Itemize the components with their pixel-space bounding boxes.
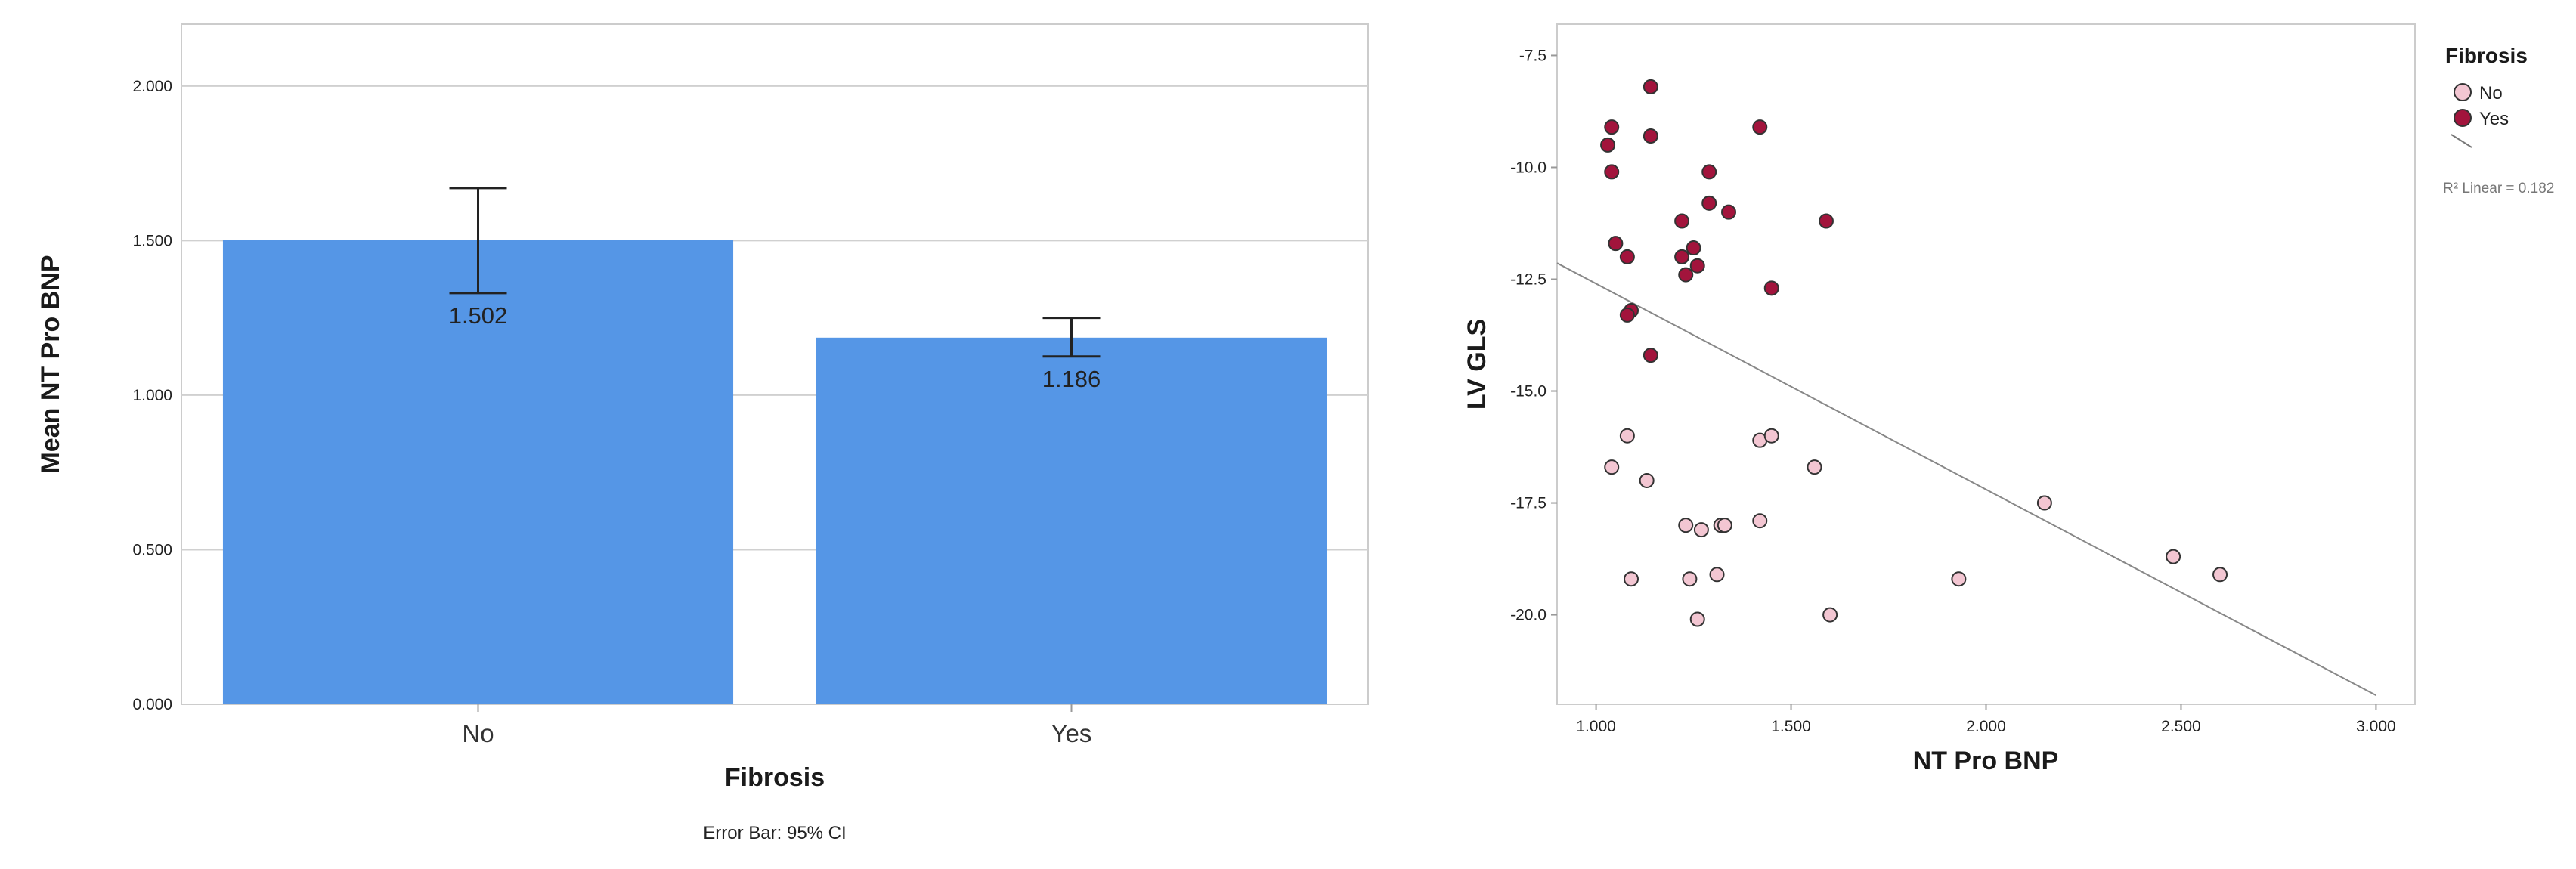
scatter-point-no (1678, 518, 1694, 533)
bar-plot-frame (181, 23, 1369, 705)
scatter-point-yes (1763, 280, 1779, 296)
bar-y-tick-label: 0.500 (132, 541, 172, 558)
scatter-point-yes (1604, 164, 1620, 180)
scatter-x-tick-labels: 1.000 1.500 2.000 2.500 3.000 (1576, 704, 2396, 735)
bar-y-tick-label: 1.000 (132, 387, 172, 404)
bar-chart: 0.000 0.500 1.000 1.500 2.000 1.502 1.186 No Y… (36, 23, 1369, 843)
bar-category-label: No (462, 719, 494, 747)
legend-title: Fibrosis (2445, 44, 2528, 67)
scatter-y-tick-label: -17.5 (1510, 495, 1547, 512)
scatter-y-tick-label: -7.5 (1519, 47, 1547, 64)
scatter-point-no (1682, 571, 1698, 587)
scatter-point-no (1709, 567, 1725, 583)
scatter-y-tick-label: -15.0 (1510, 383, 1547, 400)
scatter-fit-line (1556, 262, 2376, 697)
scatter-y-tick-labels: -7.5 -10.0 -12.5 -15.0 -17.5 -20.0 (1510, 47, 1557, 624)
scatter-plot-frame (1556, 23, 2416, 705)
scatter-points (1600, 79, 2228, 627)
scatter-point-no (1752, 513, 1768, 529)
scatter-chart: -7.5 -10.0 -12.5 -15.0 -17.5 -20.0 1.000 1.500… (1463, 23, 2554, 775)
bar-y-tick-label: 0.000 (132, 696, 172, 713)
scatter-x-tick-label: 3.000 (2356, 718, 2396, 735)
bar-y-tick-label: 2.000 (132, 78, 172, 95)
scatter-point-yes (1689, 258, 1705, 274)
scatter-x-tick-label: 2.500 (2161, 718, 2201, 735)
legend-no-marker (2454, 83, 2472, 101)
scatter-point-yes (1701, 164, 1717, 180)
bar-category-labels: No Yes (462, 704, 1091, 747)
legend-yes-marker (2454, 109, 2472, 127)
scatter-point-no (1693, 522, 1709, 538)
scatter-point-yes (1752, 119, 1768, 135)
scatter-point-no (1604, 459, 1620, 475)
scatter-point-no (2036, 495, 2052, 511)
scatter-point-yes (1619, 307, 1635, 323)
error-bar-yes (1042, 317, 1101, 358)
scatter-point-yes (1643, 128, 1658, 144)
bar-value-label: 1.502 (449, 302, 508, 329)
legend-fit-line-sample (2451, 134, 2472, 148)
regression-line (1556, 262, 2376, 697)
scatter-point-no (1619, 428, 1635, 444)
scatter-point-yes (1604, 119, 1620, 135)
scatter-point-no (1822, 607, 1838, 623)
scatter-x-tick-label: 2.000 (1966, 718, 2006, 735)
scatter-point-yes (1701, 195, 1717, 211)
scatter-point-no (1807, 459, 1822, 475)
scatter-point-yes (1643, 79, 1658, 94)
scatter-point-no (2166, 549, 2181, 564)
bar-category-label: Yes (1051, 719, 1092, 747)
error-bar-no (449, 187, 507, 295)
bar-y-tick-label: 1.500 (132, 232, 172, 249)
scatter-point-no (1717, 518, 1732, 533)
scatter-y-axis-label: LV GLS (1463, 319, 1491, 410)
scatter-point-no (1624, 571, 1639, 587)
bar-y-tick-labels: 0.000 0.500 1.000 1.500 2.000 (132, 78, 172, 713)
scatter-y-tick-label: -10.0 (1510, 159, 1547, 176)
scatter-point-no (1689, 611, 1705, 627)
scatter-point-yes (1619, 249, 1635, 264)
bar-marks: 1.502 1.186 (222, 187, 1327, 705)
scatter-x-tick-label: 1.500 (1771, 718, 1811, 735)
scatter-point-yes (1643, 348, 1658, 363)
scatter-legend: Fibrosis No Yes R² Linear = 0.182 (2443, 44, 2554, 196)
bar-y-axis-label: Mean NT Pro BNP (36, 255, 65, 473)
scatter-point-no (1951, 571, 1967, 587)
scatter-y-tick-label: -20.0 (1510, 607, 1547, 624)
scatter-point-yes (1721, 204, 1736, 220)
scatter-x-axis-label: NT Pro BNP (1913, 747, 2059, 775)
legend-fit-label: R² Linear = 0.182 (2443, 181, 2554, 196)
legend-yes-label: Yes (2479, 109, 2509, 129)
scatter-y-tick-label: -12.5 (1510, 271, 1547, 289)
bar-footnote: Error Bar: 95% CI (703, 823, 846, 843)
scatter-point-yes (1608, 236, 1624, 252)
bar-no (222, 240, 734, 705)
bar-yes (816, 337, 1327, 704)
scatter-point-yes (1674, 249, 1690, 264)
bar-x-axis-label: Fibrosis (725, 763, 825, 792)
scatter-point-no (1763, 428, 1779, 444)
scatter-point-yes (1600, 137, 1616, 153)
legend-no-label: No (2479, 83, 2503, 104)
bar-value-label: 1.186 (1042, 366, 1101, 392)
scatter-point-yes (1678, 267, 1694, 283)
scatter-point-yes (1818, 213, 1834, 229)
scatter-point-yes (1674, 213, 1690, 229)
scatter-point-no (1639, 472, 1655, 488)
scatter-point-no (2212, 567, 2228, 583)
scatter-x-tick-label: 1.000 (1576, 718, 1616, 735)
scatter-point-yes (1686, 240, 1701, 256)
